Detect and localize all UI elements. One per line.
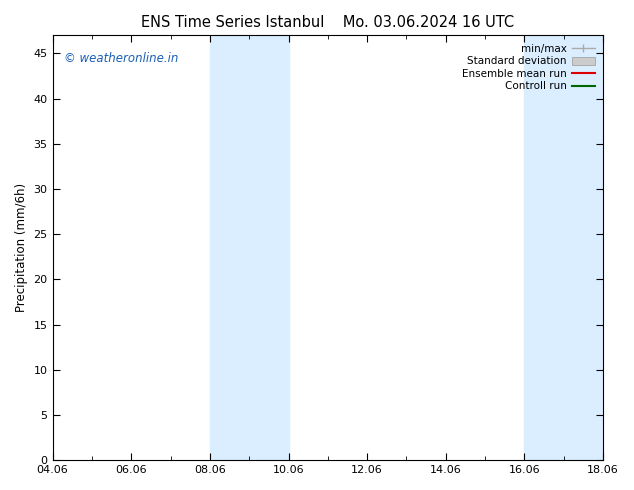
Text: © weatheronline.in: © weatheronline.in xyxy=(63,52,178,65)
Y-axis label: Precipitation (mm/6h): Precipitation (mm/6h) xyxy=(15,183,28,312)
Legend: min/max, Standard deviation, Ensemble mean run, Controll run: min/max, Standard deviation, Ensemble me… xyxy=(459,41,598,95)
Bar xyxy=(210,35,288,460)
Title: ENS Time Series Istanbul    Mo. 03.06.2024 16 UTC: ENS Time Series Istanbul Mo. 03.06.2024 … xyxy=(141,15,514,30)
Bar xyxy=(524,35,603,460)
